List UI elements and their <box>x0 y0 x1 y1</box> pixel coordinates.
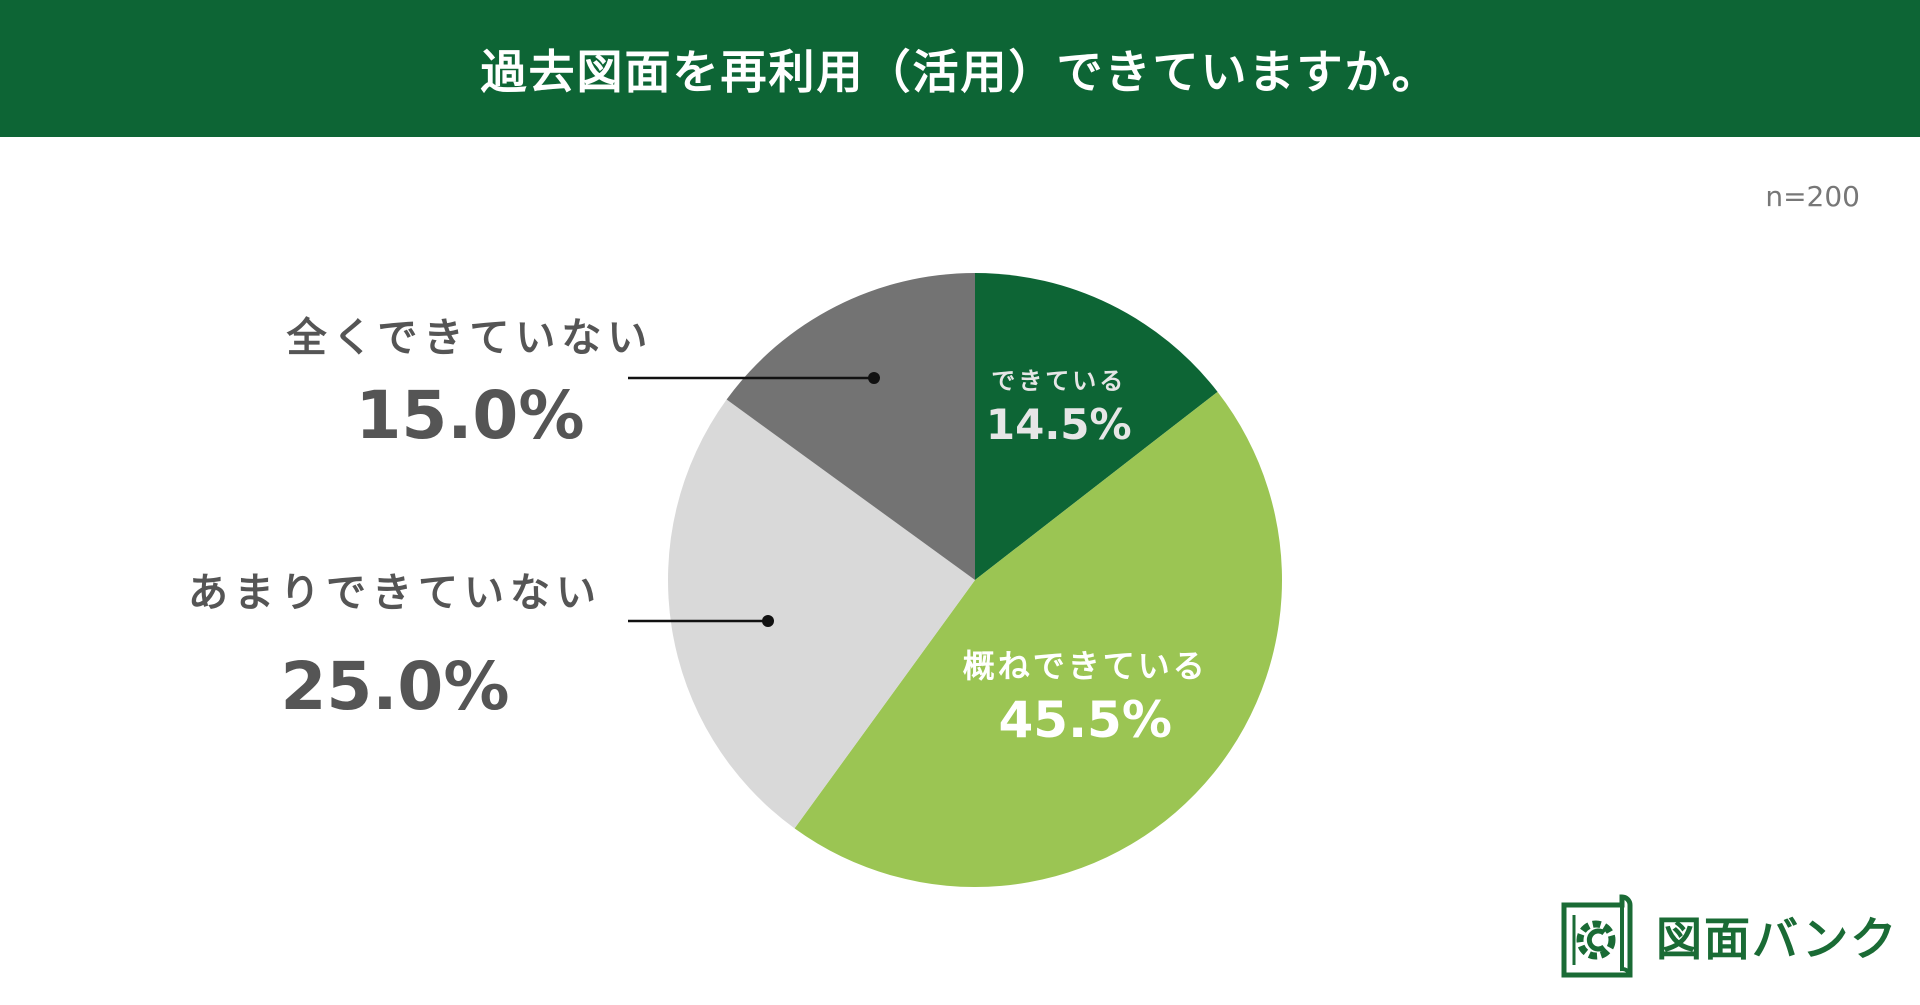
slice-value: 45.5% <box>998 691 1171 749</box>
slice-value: 25.0% <box>280 648 510 725</box>
blueprint-gear-icon <box>1561 894 1633 978</box>
slice-value: 15.0% <box>355 377 585 454</box>
slice-label: あまりできていない <box>188 570 602 616</box>
header-banner: 過去図面を再利用（活用）できていますか。 <box>0 0 1920 137</box>
logo-text: 図面バンク <box>1656 912 1899 966</box>
pie-slice <box>975 273 1218 580</box>
slice-label: できている <box>991 367 1126 395</box>
chart-title: 過去図面を再利用（活用）できていますか。 <box>480 44 1440 99</box>
leader-dot <box>868 372 880 384</box>
pie-slice <box>794 391 1283 888</box>
leader-dot <box>762 615 774 627</box>
label-not-at-all: 全くできていない 15.0% <box>270 305 670 454</box>
pie-slice <box>726 273 975 580</box>
slice-label: 概ねできている <box>963 647 1208 685</box>
slice-value: 14.5% <box>986 400 1132 449</box>
label-not-much: あまりできていない 25.0% <box>170 560 620 725</box>
logo: 図面バンク <box>1560 893 1898 979</box>
sample-size: n=200 <box>1765 180 1860 213</box>
pie-slice <box>668 399 975 829</box>
slice-label: 全くできていない <box>286 315 654 361</box>
